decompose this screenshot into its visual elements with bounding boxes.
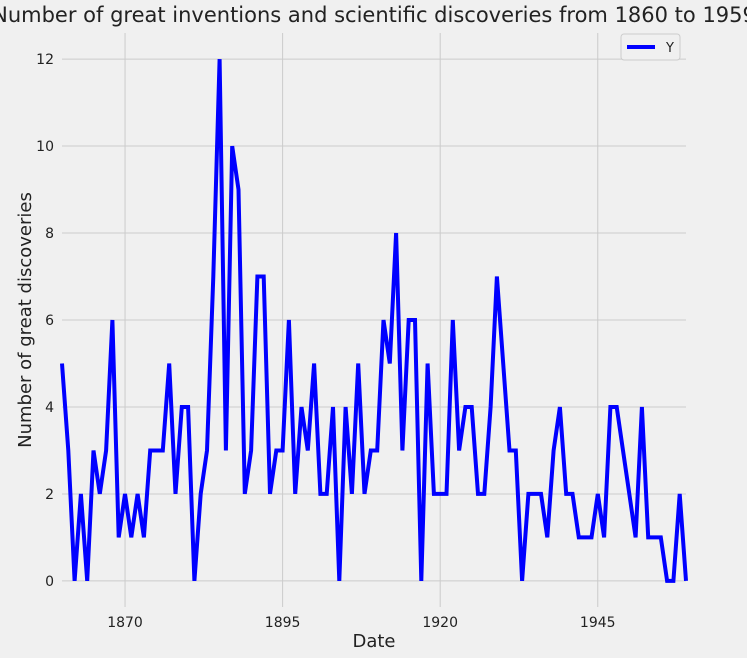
y-tick-label: 4	[45, 400, 54, 416]
x-tick-label: 1920	[422, 615, 458, 631]
legend-label-y: Y	[665, 41, 674, 56]
x-tick-label: 1895	[265, 615, 301, 631]
y-tick-label: 12	[36, 52, 54, 68]
x-tick-label: 1870	[107, 615, 143, 631]
x-axis-title: Date	[352, 631, 395, 652]
y-tick-label: 8	[45, 226, 54, 242]
legend: Y	[620, 33, 681, 61]
y-tick-label: 10	[36, 139, 54, 155]
y-tick-label: 6	[45, 313, 54, 329]
y-tick-label: 0	[45, 574, 54, 590]
series-line-y	[60, 59, 688, 583]
chart-title: Number of great inventions and scientifi…	[0, 3, 747, 27]
series-layer	[60, 59, 688, 583]
y-tick-label: 2	[45, 487, 54, 503]
y-axis-title: Number of great discoveries	[15, 192, 36, 448]
tick-labels: 0 2 4 6 8 10 12 1870 1895 1920 1945	[36, 52, 615, 631]
x-tick-label: 1945	[580, 615, 616, 631]
